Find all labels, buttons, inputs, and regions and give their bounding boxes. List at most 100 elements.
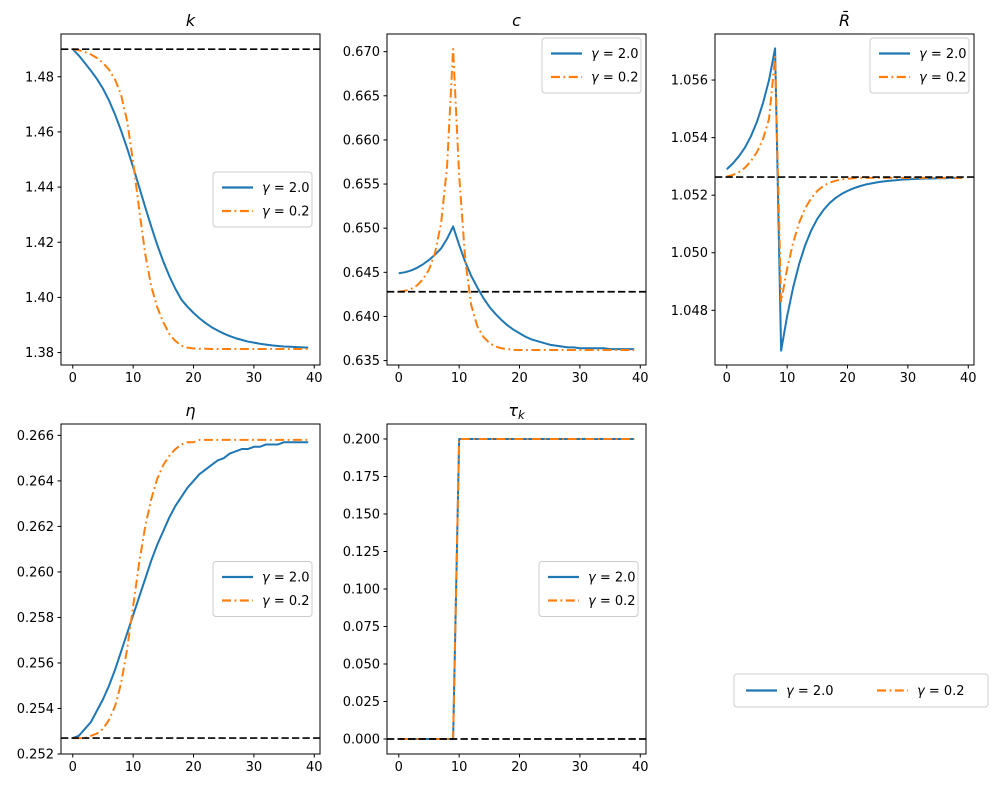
x-tick-label-eta: 0 <box>69 760 77 775</box>
x-tick-label-c: 30 <box>572 371 589 386</box>
legend-c-label-1: γ = 2.0 <box>591 47 639 62</box>
x-tick-label-k: 10 <box>125 371 142 386</box>
y-tick-label-tauk: 0.125 <box>343 545 380 560</box>
series-line-tauk-2 <box>398 438 635 740</box>
plot-title-c: c <box>512 11 521 30</box>
x-tick-label-rbar: 10 <box>779 371 796 386</box>
legend-tauk-frame <box>538 561 639 617</box>
axes-frame-k <box>60 33 321 366</box>
y-tick-label-rbar: 1.056 <box>671 74 708 89</box>
y-tick-label-tauk: 0.025 <box>343 695 380 710</box>
y-tick-label-c: 0.670 <box>343 45 380 60</box>
subplot-k: 0 10 20 30 40 1.38 1.40 1.42 1.44 1.46 1.48 k γ = 2.… <box>25 11 322 386</box>
plot-title-k: k <box>186 11 196 30</box>
y-tick-label-eta: 0.264 <box>17 474 54 489</box>
y-tick-label-eta: 0.252 <box>17 748 54 763</box>
axes-frame-rbar <box>714 33 975 366</box>
legend-tauk: γ = 2.0 γ = 0.2 <box>538 561 639 617</box>
legend-c-label-2: γ = 0.2 <box>591 71 639 86</box>
legend-eta-frame <box>212 561 313 617</box>
axes-frame-eta <box>60 423 321 755</box>
series-line-k-1 <box>72 48 309 349</box>
y-tick-label-eta: 0.266 <box>17 429 54 444</box>
axes-frame-c <box>386 33 647 366</box>
subplot-tauk: 0 10 20 30 40 0.000 0.025 0.050 0.075 0.100 0.125 0… <box>343 401 649 775</box>
y-tick-label-rbar: 1.050 <box>671 246 708 261</box>
x-tick-label-rbar: 30 <box>900 371 917 386</box>
series-line-eta-1 <box>72 441 309 740</box>
figure-legend-label-1: γ = 2.0 <box>786 684 834 699</box>
plot-area-eta <box>72 438 309 740</box>
plot-area-tauk <box>398 438 635 740</box>
x-tick-label-eta: 20 <box>185 760 202 775</box>
y-tick-label-tauk: 0.100 <box>343 583 380 598</box>
plot-title-tauk: τk <box>508 401 526 422</box>
legend-k-frame <box>212 171 313 228</box>
plot-area-rbar <box>726 47 963 352</box>
y-tick-label-rbar: 1.054 <box>671 131 708 146</box>
x-tick-label-c: 0 <box>395 371 403 386</box>
x-tick-label-k: 0 <box>69 371 77 386</box>
y-tick-label-tauk: 0.175 <box>343 470 380 485</box>
x-tick-label-rbar: 20 <box>839 371 856 386</box>
series-line-k-2 <box>72 48 309 350</box>
y-tick-label-eta: 0.256 <box>17 656 54 671</box>
y-tick-label-c: 0.660 <box>343 133 380 148</box>
legend-tauk-label-2: γ = 0.2 <box>588 594 636 609</box>
y-tick-label-c: 0.635 <box>343 354 380 369</box>
x-tick-label-eta: 40 <box>306 760 323 775</box>
subplot-eta: 0 10 20 30 40 0.252 0.254 0.256 0.258 0.260 0.262 0… <box>17 401 323 775</box>
legend-eta-label-2: γ = 0.2 <box>262 594 310 609</box>
figure-legend-label-2: γ = 0.2 <box>917 684 965 699</box>
x-tick-label-eta: 10 <box>125 760 142 775</box>
y-tick-label-rbar: 1.048 <box>671 304 708 319</box>
x-tick-label-k: 40 <box>306 371 323 386</box>
y-tick-label-tauk: 0.200 <box>343 433 380 448</box>
y-tick-label-tauk: 0.050 <box>343 658 380 673</box>
x-tick-label-tauk: 0 <box>395 760 403 775</box>
x-tick-label-c: 20 <box>511 371 528 386</box>
x-tick-label-k: 20 <box>185 371 202 386</box>
plot-area-c <box>398 48 635 351</box>
x-tick-label-c: 40 <box>632 371 649 386</box>
legend-eta: γ = 2.0 γ = 0.2 <box>212 561 313 617</box>
y-tick-label-k: 1.46 <box>25 125 54 140</box>
legend-tauk-label-1: γ = 2.0 <box>588 571 636 586</box>
series-line-rbar-2 <box>726 56 963 303</box>
series-line-eta-2 <box>72 438 309 740</box>
figure-legend: γ = 2.0 γ = 0.2 <box>733 673 989 708</box>
x-tick-label-eta: 30 <box>246 760 263 775</box>
y-tick-label-c: 0.655 <box>343 178 380 193</box>
legend-rbar-label-1: γ = 2.0 <box>919 47 967 62</box>
y-tick-label-c: 0.640 <box>343 310 380 325</box>
legend-k-label-1: γ = 2.0 <box>262 181 310 196</box>
legend-rbar-frame <box>869 37 970 94</box>
y-tick-label-eta: 0.260 <box>17 565 54 580</box>
legend-k-label-2: γ = 0.2 <box>262 205 310 220</box>
legend-rbar: γ = 2.0 γ = 0.2 <box>869 37 970 94</box>
y-tick-label-c: 0.665 <box>343 89 380 104</box>
x-tick-label-tauk: 30 <box>572 760 589 775</box>
y-tick-label-c: 0.650 <box>343 222 380 237</box>
y-tick-label-k: 1.48 <box>25 70 54 85</box>
y-tick-label-tauk: 0.000 <box>343 733 380 748</box>
x-tick-label-tauk: 10 <box>451 760 468 775</box>
y-tick-label-eta: 0.258 <box>17 611 54 626</box>
y-tick-label-k: 1.38 <box>25 346 54 361</box>
figure-legend-frame <box>733 673 989 708</box>
x-tick-label-tauk: 20 <box>511 760 528 775</box>
legend-k: γ = 2.0 γ = 0.2 <box>212 171 313 228</box>
y-tick-label-k: 1.42 <box>25 236 54 251</box>
x-tick-label-k: 30 <box>246 371 263 386</box>
x-tick-label-rbar: 40 <box>960 371 977 386</box>
legend-eta-label-1: γ = 2.0 <box>262 571 310 586</box>
x-tick-label-rbar: 0 <box>723 371 731 386</box>
series-line-c-1 <box>398 225 635 351</box>
y-tick-label-tauk: 0.150 <box>343 508 380 523</box>
y-tick-label-eta: 0.254 <box>17 702 54 717</box>
x-tick-label-tauk: 40 <box>632 760 649 775</box>
subplot-rbar: 0 10 20 30 40 1.048 1.050 1.052 1.054 1.056 R̄ γ = … <box>671 11 977 386</box>
